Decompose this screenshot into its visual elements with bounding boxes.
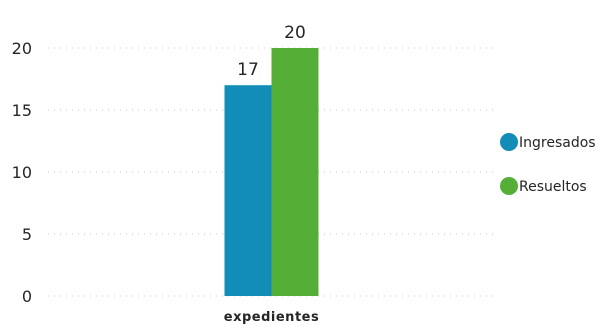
- y-tick-label: 15: [12, 101, 32, 120]
- legend[interactable]: Ingresados Resueltos: [500, 133, 596, 195]
- x-axis-categories: expedientes: [224, 310, 319, 325]
- bars: [224, 48, 319, 296]
- y-axis-ticks: 0 5 10 15 20: [12, 39, 32, 306]
- y-tick-label: 10: [12, 163, 32, 182]
- y-tick-label: 20: [12, 39, 32, 58]
- x-category-label: expedientes: [224, 310, 319, 325]
- bar-ingresados-expedientes[interactable]: [224, 85, 272, 296]
- bar-resueltos-expedientes[interactable]: [271, 48, 319, 296]
- legend-swatch-resueltos: [500, 177, 518, 195]
- legend-label-resueltos: Resueltos: [519, 179, 587, 195]
- data-label-resueltos: 20: [284, 23, 306, 43]
- y-tick-label: 0: [22, 287, 32, 306]
- legend-item-resueltos[interactable]: Resueltos: [500, 177, 587, 195]
- gridlines: [48, 47, 495, 297]
- legend-label-ingresados: Ingresados: [519, 135, 596, 151]
- data-label-ingresados: 17: [237, 60, 259, 80]
- y-tick-label: 5: [22, 225, 32, 244]
- legend-item-ingresados[interactable]: Ingresados: [500, 133, 596, 151]
- legend-swatch-ingresados: [500, 133, 518, 151]
